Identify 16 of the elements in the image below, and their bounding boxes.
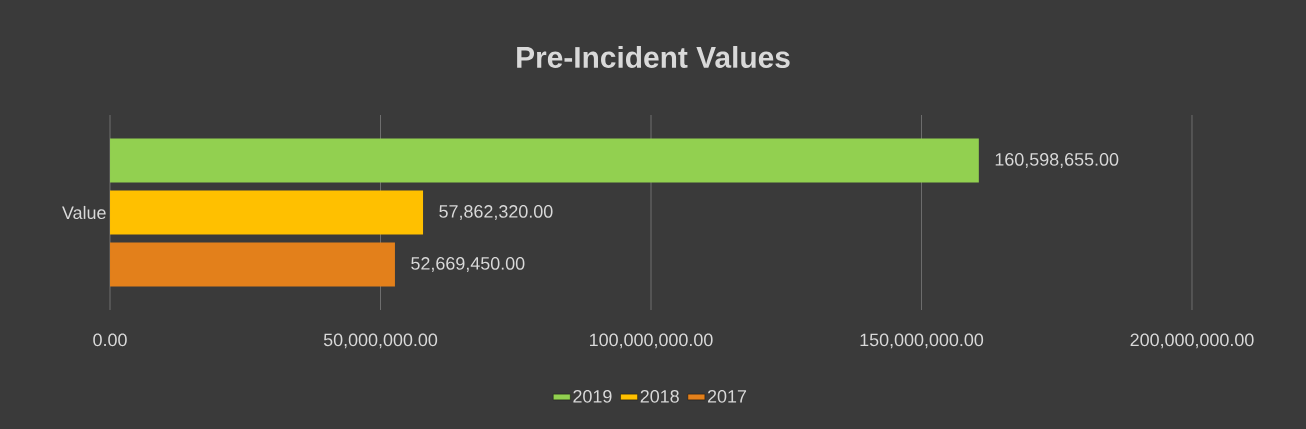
chart-title: Pre-Incident Values [517, 46, 790, 68]
bar [110, 138, 979, 183]
bar [110, 190, 424, 235]
data-label: 52,669,450.00 [411, 257, 525, 272]
legend-label: 2019 [573, 389, 612, 403]
data-label: 57,862,320.00 [439, 205, 553, 220]
bar [110, 242, 395, 287]
x-tick-label: 50,000,000.00 [323, 333, 438, 349]
y-tick-label: Value [62, 205, 106, 220]
x-tick-label: 200,000,000.00 [1130, 333, 1254, 349]
legend-label: 2018 [640, 389, 679, 403]
data-label: 160,598,655.00 [995, 153, 1119, 168]
x-tick-label: 150,000,000.00 [860, 333, 984, 349]
legend-label: 2017 [707, 389, 747, 403]
x-tick-label: 0.00 [93, 333, 127, 347]
x-tick-label: 100,000,000.00 [590, 333, 713, 349]
